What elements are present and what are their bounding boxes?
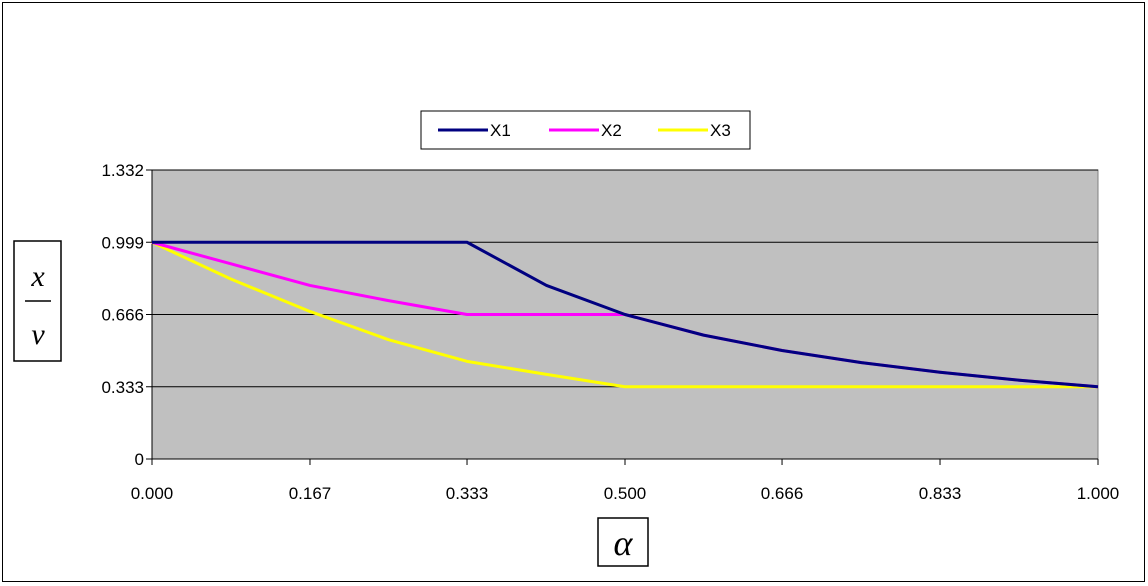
legend: X1 X2 X3 <box>420 110 751 150</box>
axes <box>146 169 1099 465</box>
x-tick-label: 0.666 <box>761 484 804 503</box>
y-tick-label: 0 <box>135 450 144 469</box>
x-tick-label: 0.000 <box>131 484 174 503</box>
tick-labels: 0 0.333 0.666 0.999 1.332 0.000 0.167 0.333 0.50… <box>101 161 1119 503</box>
x-tick-label: 0.833 <box>919 484 962 503</box>
y-axis-label-numerator: x <box>30 260 45 293</box>
x-tick-label: 0.500 <box>604 484 647 503</box>
y-tick-label: 0.666 <box>101 306 144 325</box>
series-lines <box>151 240 1099 389</box>
x-tick-label: 1.000 <box>1077 484 1120 503</box>
legend-label-x2: X2 <box>601 121 622 140</box>
x-tick-label: 0.167 <box>289 484 332 503</box>
y-tick-label: 0.999 <box>101 233 144 252</box>
legend-label-x1: X1 <box>490 121 511 140</box>
x-axis-label: α <box>597 517 649 567</box>
x-tick-label: 0.333 <box>446 484 489 503</box>
x-axis-label-text: α <box>614 523 634 563</box>
y-tick-label: 0.333 <box>101 378 144 397</box>
y-tick-label: 1.332 <box>101 161 144 180</box>
y-axis-label: x v <box>13 240 62 362</box>
series-line-x3 <box>151 240 1098 389</box>
x-axis-label-box <box>597 517 649 567</box>
y-axis-label-denominator: v <box>31 318 45 351</box>
series-line-x1 <box>152 240 1099 389</box>
legend-label-x3: X3 <box>710 121 731 140</box>
